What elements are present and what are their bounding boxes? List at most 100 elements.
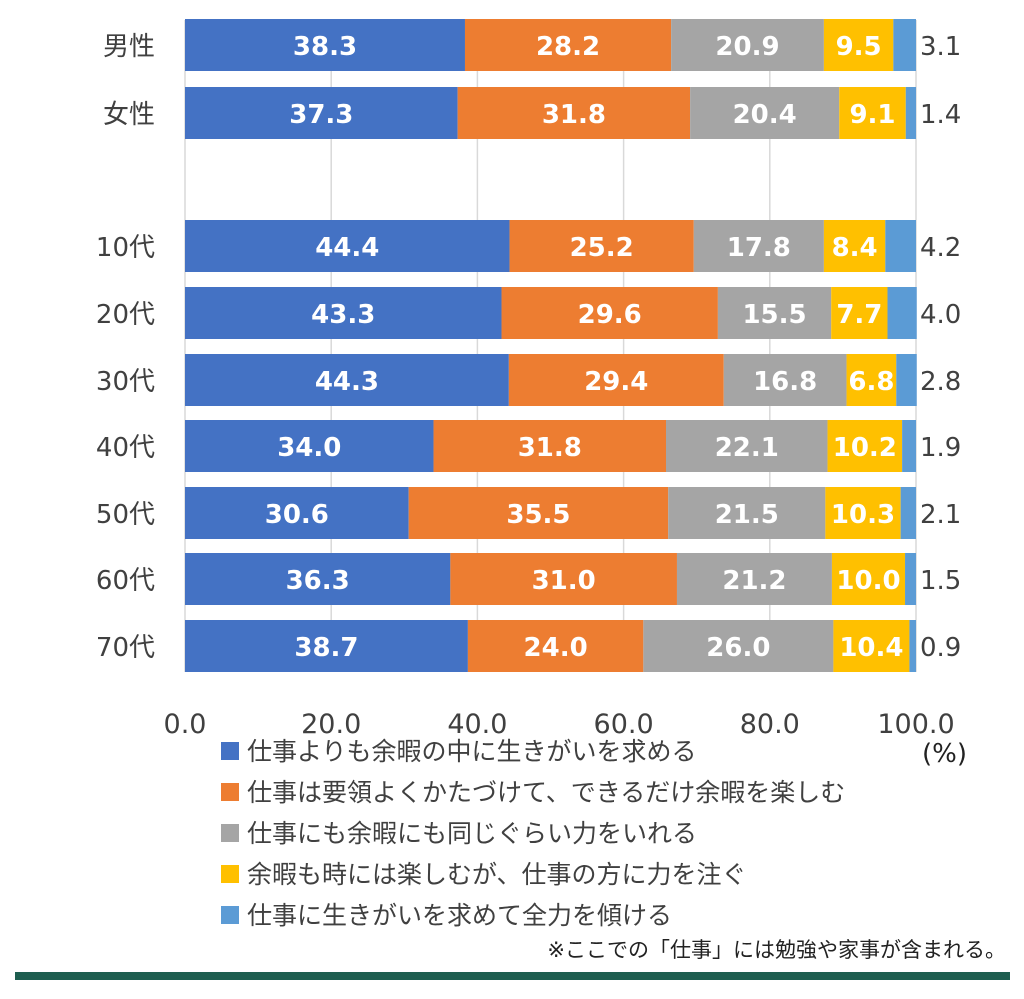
bar-segment [833,620,910,672]
data-label: 30.6 [265,500,329,530]
category-label: 女性 [103,100,155,130]
legend-label: 仕事にも余暇にも同じぐらい力をいれる [247,819,697,848]
category-label: 30代 [96,367,155,397]
bar-segment [887,287,917,339]
legend-label: 仕事に生きがいを求めて全力を傾ける [247,901,672,930]
data-label: 29.4 [584,367,648,397]
bar-segment [508,354,724,406]
data-label: 26.0 [706,633,770,663]
category-label: 20代 [96,300,155,330]
data-label: 43.3 [311,300,375,330]
bar-segment [839,87,906,139]
x-tick-label: 80.0 [740,709,800,740]
data-label: 6.8 [848,367,894,397]
bar-segment [846,354,897,406]
data-label: 20.4 [733,100,797,130]
data-label: 4.0 [920,300,961,330]
data-label: 9.5 [836,32,882,62]
bar-segment [185,19,465,71]
bar-segment [909,620,916,672]
bar-segment [185,620,468,672]
data-label: 16.8 [753,367,817,397]
legend-swatch [221,865,239,883]
bar-segment [690,87,840,139]
category-label: 40代 [96,433,155,463]
data-label: 31.8 [518,433,582,463]
bar-segment [827,420,903,472]
bar-segment [185,553,451,605]
bar-segment [905,553,916,605]
data-label: 10.4 [839,633,903,663]
bar-segment [185,354,509,406]
data-label: 10.2 [833,433,897,463]
data-label: 21.2 [722,566,786,596]
data-label: 9.1 [849,100,895,130]
bar-segment [823,220,886,272]
x-tick-label: 40.0 [447,709,507,740]
data-label: 3.1 [920,32,961,62]
data-label: 31.0 [532,566,596,596]
data-label: 0.9 [920,633,961,663]
x-tick-label: 100.0 [877,709,954,740]
data-label: 28.2 [536,32,600,62]
bar-segment [467,620,644,672]
data-label: 2.1 [920,500,961,530]
bar-segment [185,420,434,472]
bar-segment [185,287,502,339]
data-label: 36.3 [286,566,350,596]
bar-segment [665,420,828,472]
category-label: 70代 [96,633,155,663]
unit-label: (%) [922,739,967,769]
data-label: 7.7 [836,300,882,330]
data-label: 22.1 [715,433,779,463]
category-label: 10代 [96,233,155,263]
bar-segment [823,19,894,71]
legend-label: 仕事は要領よくかたづけて、できるだけ余暇を楽しむ [247,778,845,807]
bar-segment [457,87,691,139]
bar-segment [185,487,409,539]
bar-segment [825,487,901,539]
bar-segment [723,354,847,406]
data-label: 35.5 [506,500,570,530]
bar-segment [408,487,669,539]
data-label: 17.8 [727,233,791,263]
legend: 仕事よりも余暇の中に生きがいを求める仕事は要領よくかたづけて、できるだけ余暇を楽… [221,737,845,930]
category-label: 60代 [96,566,155,596]
data-label: 10.0 [836,566,900,596]
x-axis-ticks: 0.0 20.0 40.0 60.0 80.0 100.0 [164,709,955,740]
legend-label: 仕事よりも余暇の中に生きがいを求める [247,737,697,766]
data-label: 44.4 [315,233,379,263]
bar-segment [450,553,677,605]
bar-segment [509,220,694,272]
data-label: 8.4 [832,233,878,263]
data-label: 2.8 [920,367,961,397]
data-label: 44.3 [315,367,379,397]
data-label: 15.5 [742,300,806,330]
data-label: 4.2 [920,233,961,263]
bar-segment [433,420,666,472]
bar-segment [831,287,888,339]
bar-segment [831,553,906,605]
bar-segment [902,420,916,472]
bar-segment [464,19,672,71]
bar-segment [668,487,826,539]
data-label: 21.5 [715,500,779,530]
footnote: ※ここでの「仕事」には勉強や家事が含まれる。 [547,938,1006,962]
category-label: 男性 [103,32,155,62]
bar-segment [717,287,832,339]
bar-segment [900,487,916,539]
bar-segment [676,553,832,605]
bar-segment [185,220,510,272]
data-label: 24.0 [524,633,588,663]
data-label: 29.6 [578,300,642,330]
data-label: 20.9 [715,32,779,62]
x-tick-label: 0.0 [164,709,207,740]
bar-segment [885,220,916,272]
data-label: 38.7 [294,633,358,663]
bar-segment [501,287,718,339]
bar-segment [671,19,824,71]
data-label: 34.0 [277,433,341,463]
x-tick-label: 20.0 [301,709,361,740]
